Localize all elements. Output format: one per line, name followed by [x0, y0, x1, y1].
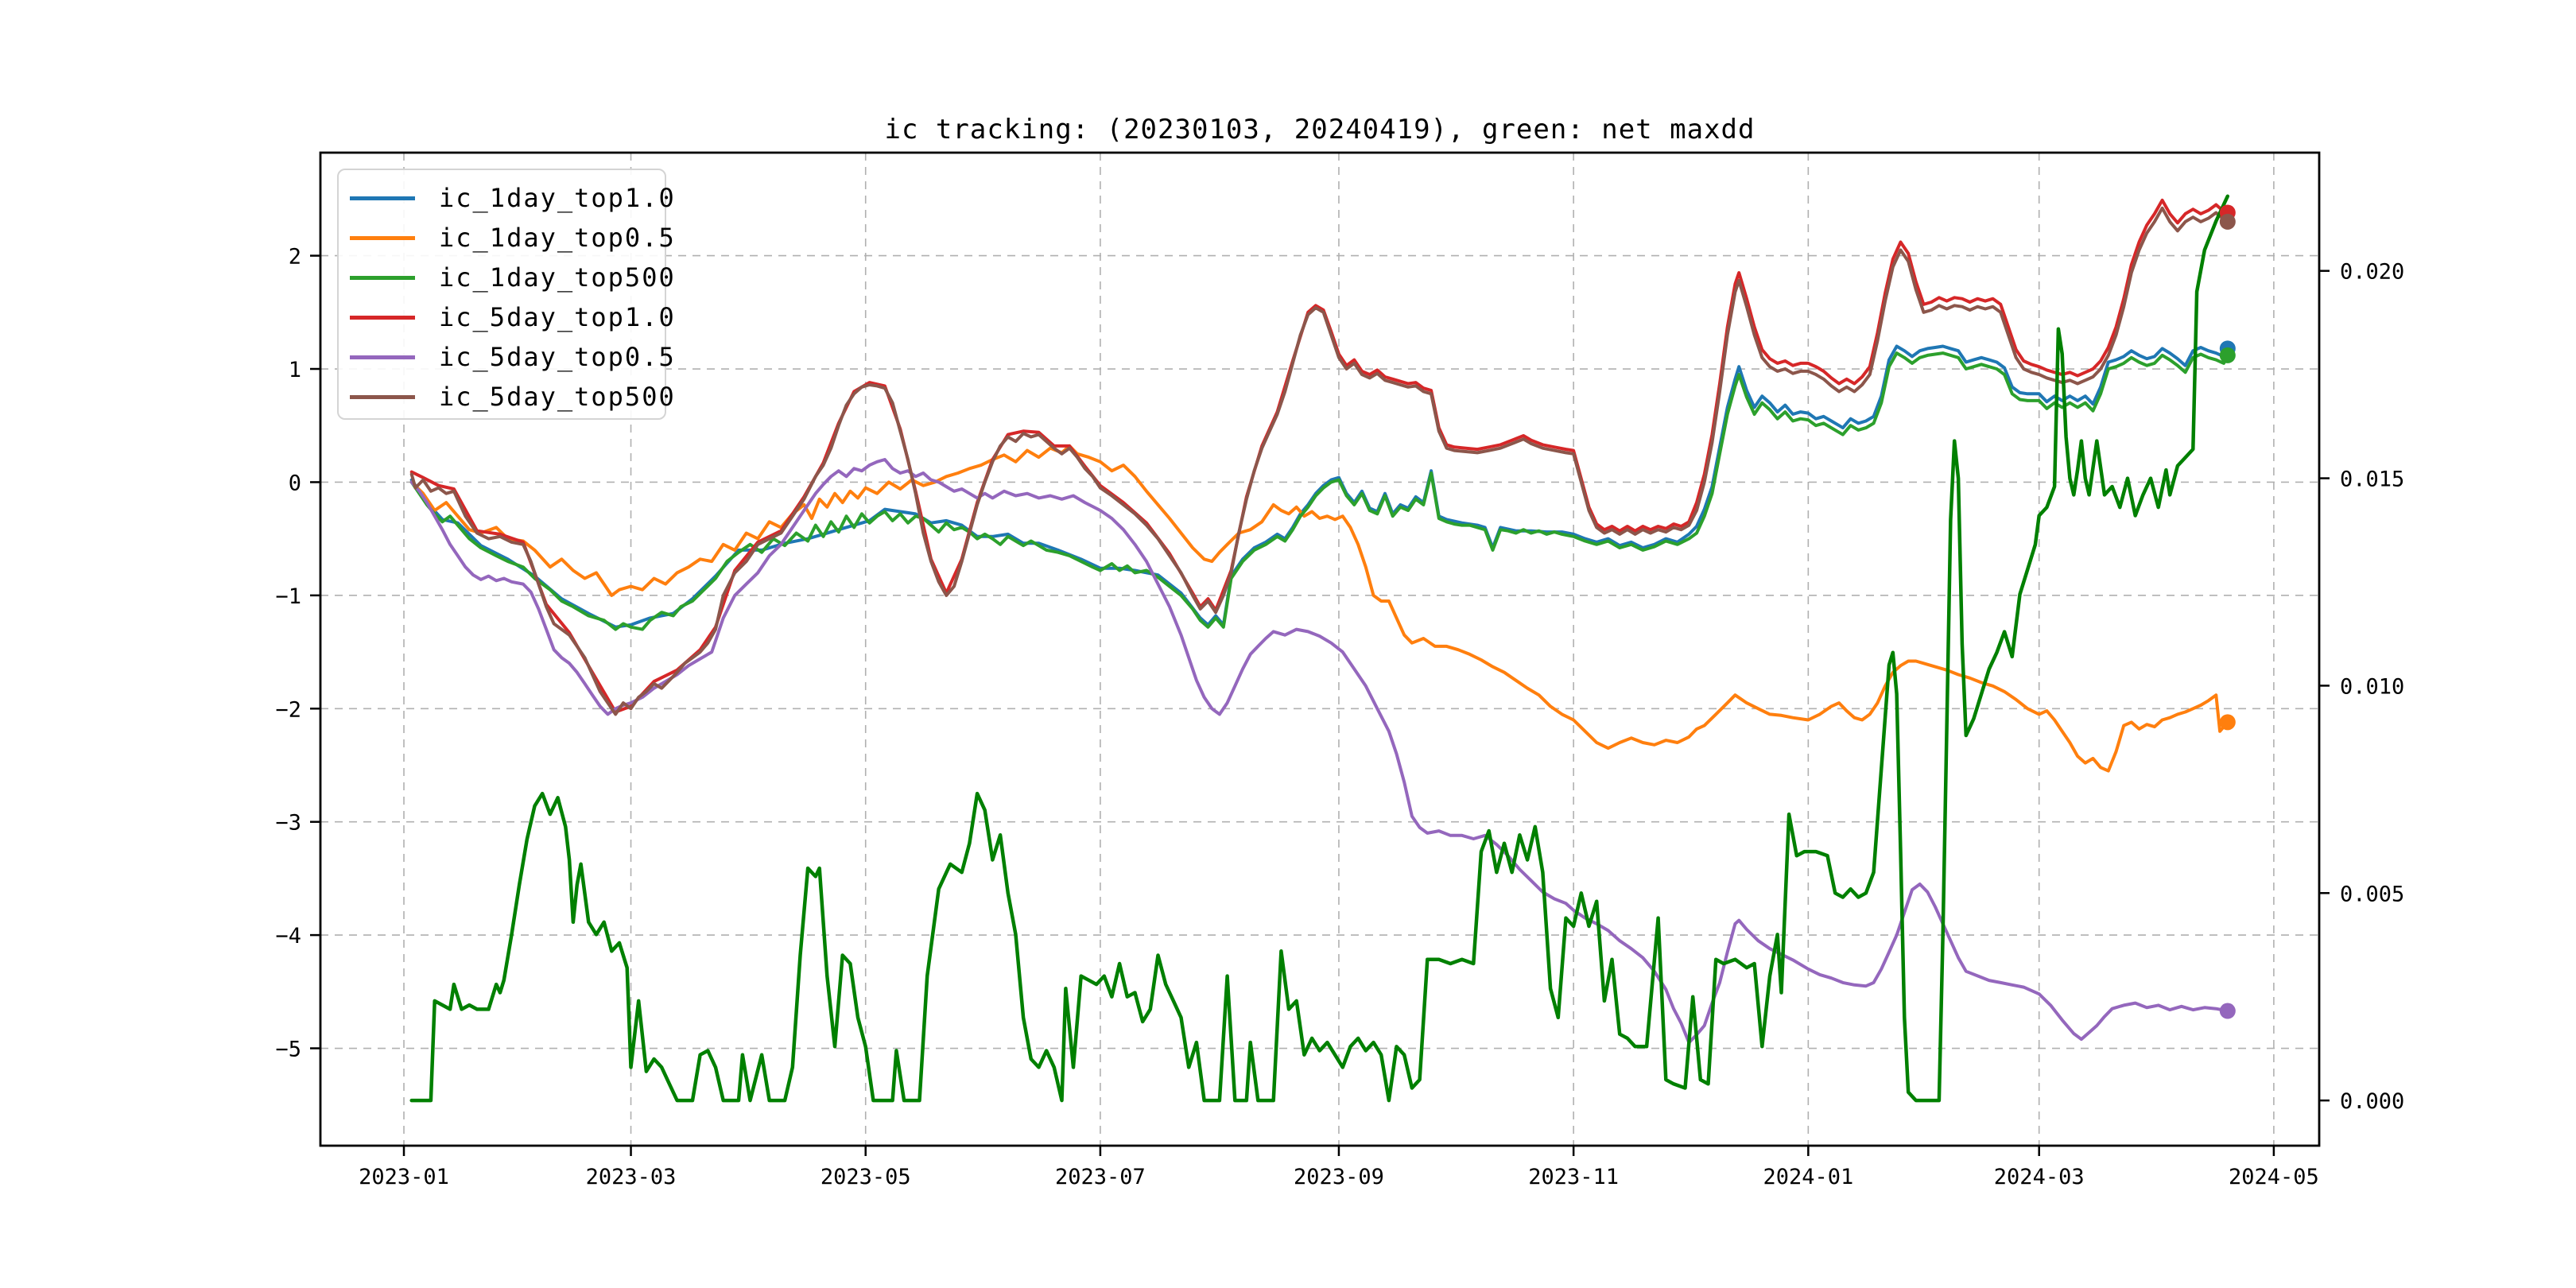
legend-swatch-ic_1day_top0.5 [350, 235, 415, 240]
legend-item-ic_5day_top0.5: ic_5day_top0.5 [350, 337, 674, 377]
legend-label: ic_5day_top500 [439, 382, 676, 412]
tick-label-y-left: −3 [275, 811, 301, 836]
legend-label: ic_1day_top1.0 [439, 183, 676, 213]
tick-label-x: 2024-05 [2229, 1165, 2319, 1189]
tick-label-y-right: 0.005 [2340, 882, 2404, 906]
legend-item-ic_5day_top500: ic_5day_top500 [350, 377, 674, 417]
tick-label-x: 2023-01 [359, 1165, 449, 1189]
tick-label-y-left: −2 [275, 697, 301, 722]
axes-frame [319, 151, 2321, 1147]
tick-label-x: 2024-03 [1994, 1165, 2085, 1189]
tick-label-y-left: 0 [289, 471, 301, 495]
legend-swatch-ic_1day_top500 [350, 275, 415, 280]
chart-title: ic tracking: (20230103, 20240419), green… [884, 114, 1755, 145]
tick-label-y-right: 0.010 [2340, 674, 2404, 699]
series-line-ic_5day_top0.5 [409, 458, 2229, 1045]
legend-label: ic_5day_top1.0 [439, 302, 676, 332]
legend-label: ic_5day_top0.5 [439, 342, 676, 372]
tick-label-x: 2023-03 [586, 1165, 677, 1189]
tick-label-y-right: 0.000 [2340, 1089, 2404, 1114]
legend-label: ic_1day_top500 [439, 262, 676, 293]
tick-label-x: 2024-01 [1763, 1165, 1853, 1189]
series-line-net_maxdd [409, 194, 2230, 1103]
tick-label-y-left: 2 [289, 245, 301, 270]
tick-label-x: 2023-09 [1294, 1165, 1384, 1189]
end-dot-ic_5day_top0.5 [2219, 1003, 2236, 1019]
tick-label-x: 2023-05 [821, 1165, 911, 1189]
tick-label-y-left: −4 [275, 924, 301, 949]
end-dot-ic_1day_top500 [2219, 347, 2236, 363]
legend-swatch-ic_5day_top1.0 [350, 315, 415, 320]
tick-label-y-right: 0.015 [2340, 467, 2404, 492]
tick-label-y-left: −1 [275, 584, 301, 609]
legend-item-ic_1day_top500: ic_1day_top500 [350, 258, 674, 297]
tick-label-x: 2023-11 [1528, 1165, 1619, 1189]
legend-swatch-ic_5day_top500 [350, 394, 415, 399]
legend-swatch-ic_1day_top1.0 [350, 196, 415, 200]
legend-item-ic_5day_top1.0: ic_5day_top1.0 [350, 297, 674, 337]
legend: ic_1day_top1.0 ic_1day_top0.5 ic_1day_top5… [337, 169, 674, 420]
end-dot-ic_1day_top0.5 [2219, 714, 2236, 731]
tick-label-y-left: 1 [289, 358, 301, 382]
legend-item-ic_1day_top0.5: ic_1day_top0.5 [350, 218, 674, 258]
legend-label: ic_1day_top0.5 [439, 223, 676, 253]
legend-item-ic_1day_top1.0: ic_1day_top1.0 [350, 178, 674, 218]
series-line-ic_1day_top500 [409, 351, 2229, 631]
tick-label-y-right: 0.020 [2340, 260, 2404, 285]
series-line-ic_1day_top1.0 [409, 344, 2229, 629]
tick-label-x: 2023-07 [1055, 1165, 1146, 1189]
tick-label-y-left: −5 [275, 1038, 301, 1062]
series-line-ic_1day_top0.5 [409, 444, 2229, 773]
series-line-ic_5day_top500 [409, 206, 2229, 716]
end-dot-ic_5day_top500 [2219, 213, 2236, 230]
legend-swatch-ic_5day_top0.5 [350, 355, 415, 359]
